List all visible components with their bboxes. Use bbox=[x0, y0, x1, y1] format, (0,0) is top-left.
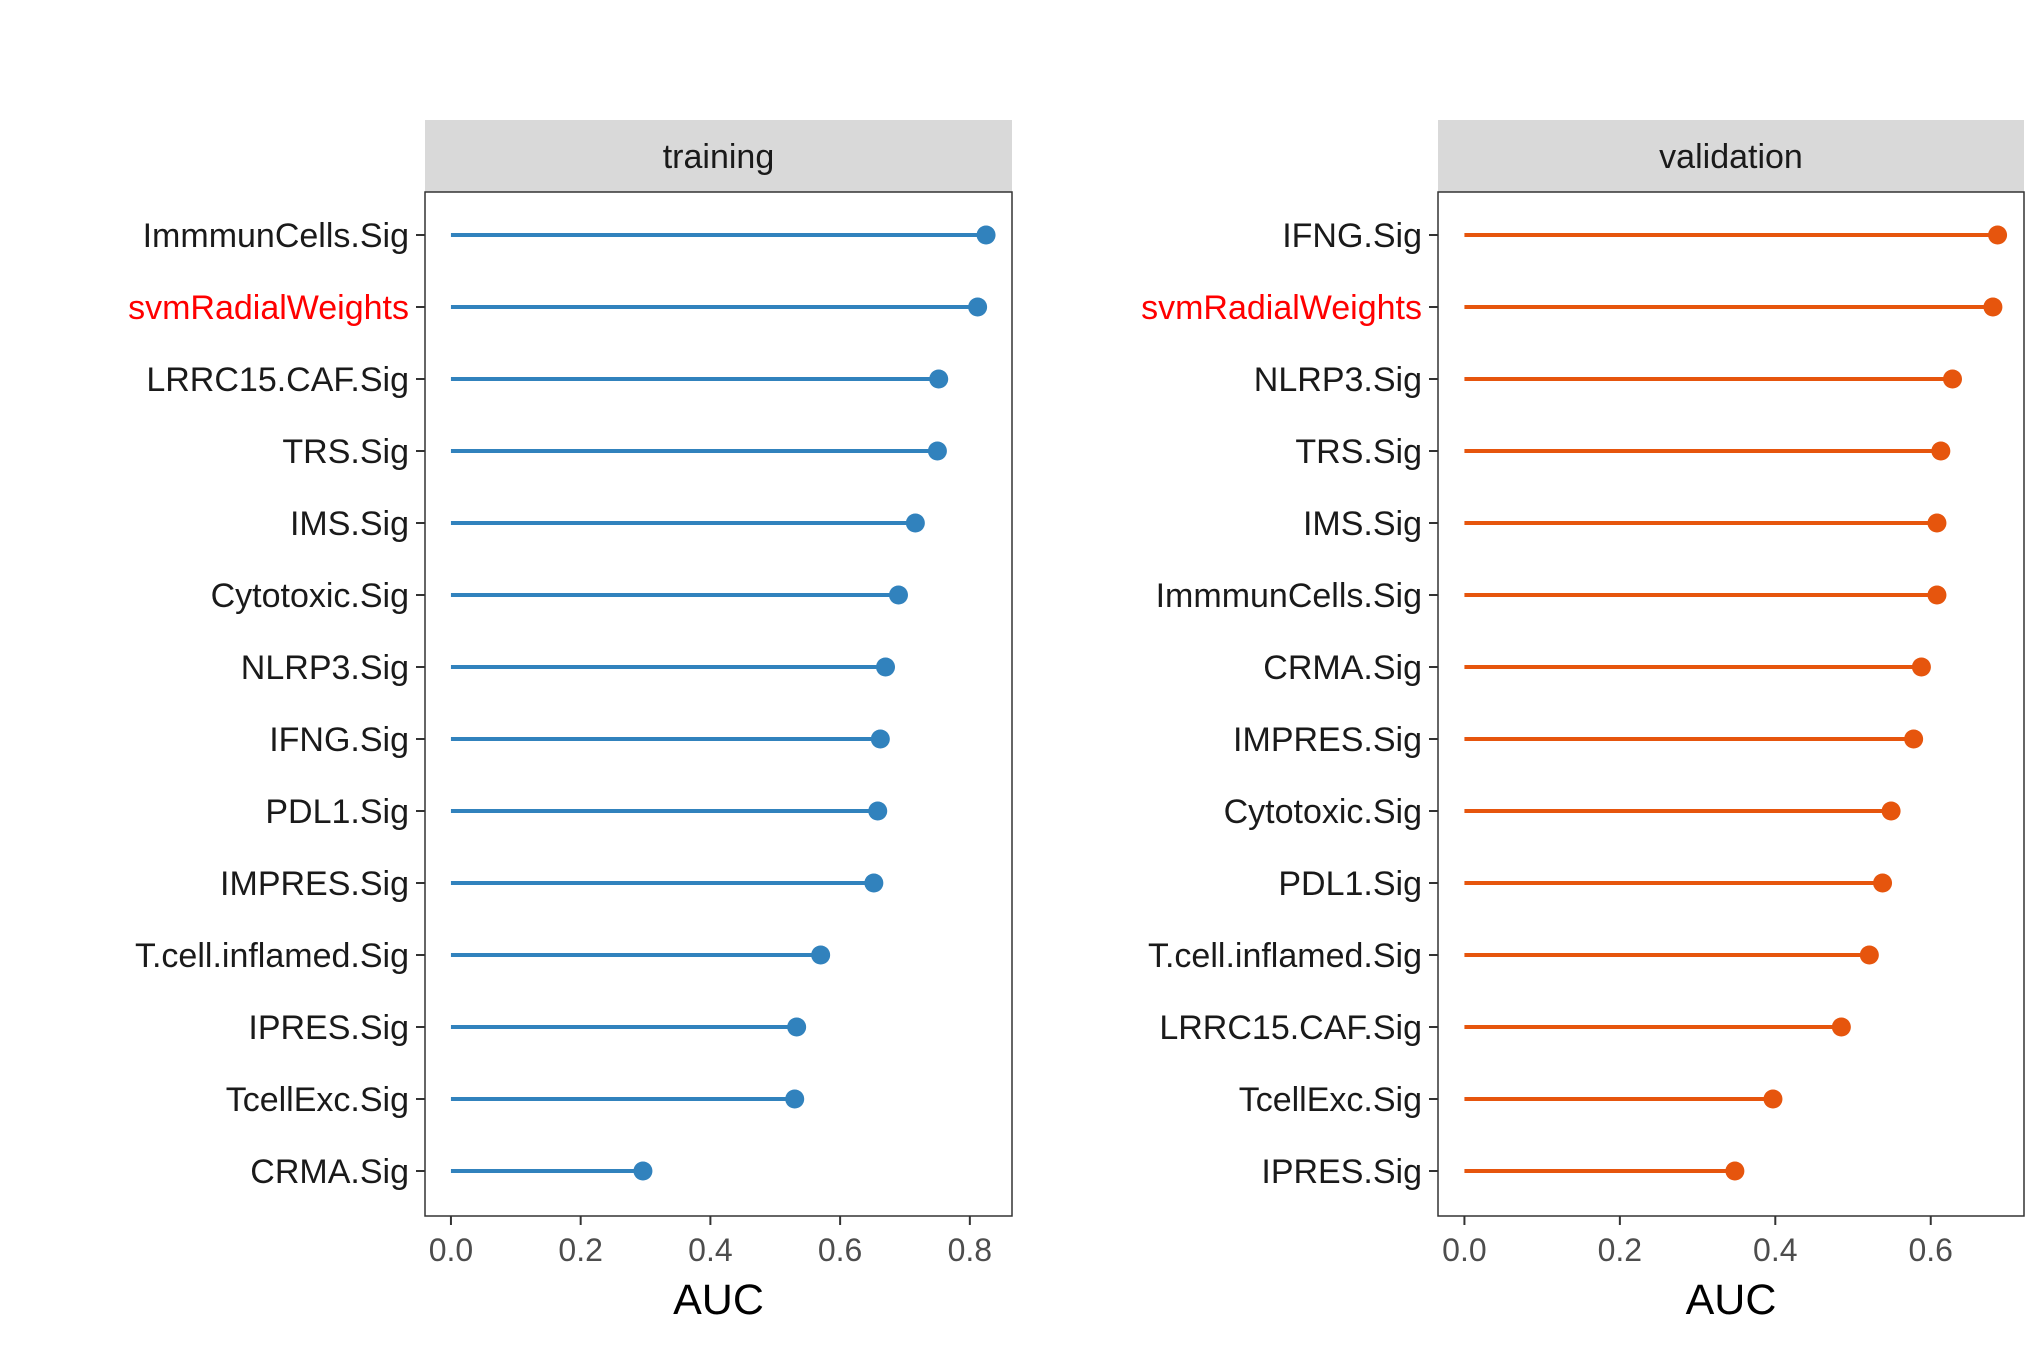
y-tick-label: svmRadialWeights bbox=[1141, 289, 1422, 327]
data-point bbox=[1859, 945, 1879, 965]
x-tick-label: 0.2 bbox=[1598, 1232, 1642, 1268]
data-point bbox=[1942, 369, 1962, 389]
data-point bbox=[868, 801, 888, 821]
y-tick-label: ImmmunCells.Sig bbox=[1156, 577, 1422, 615]
y-tick-label: NLRP3.Sig bbox=[241, 649, 409, 687]
y-tick-label: IMS.Sig bbox=[1303, 505, 1422, 543]
panel-training: training ImmmunCells.Sig svmRadialWeights L… bbox=[128, 120, 1013, 1324]
data-point bbox=[870, 729, 890, 749]
data-point bbox=[1873, 873, 1893, 893]
data-point bbox=[927, 441, 947, 461]
panel-border bbox=[424, 191, 1013, 1217]
y-tick-label: IMPRES.Sig bbox=[1233, 721, 1422, 759]
x-tick-label: 0.0 bbox=[1442, 1232, 1486, 1268]
data-point bbox=[1983, 297, 2003, 317]
y-tick-label: TcellExc.Sig bbox=[1239, 1081, 1422, 1119]
y-tick-label: TRS.Sig bbox=[282, 433, 409, 471]
data-point bbox=[1988, 225, 2008, 245]
data-point bbox=[785, 1089, 805, 1109]
data-point bbox=[1927, 585, 1947, 605]
panel-border bbox=[1437, 191, 2025, 1217]
data-point bbox=[1763, 1089, 1783, 1109]
y-tick-label: IMPRES.Sig bbox=[220, 865, 409, 903]
facet-strip-validation bbox=[1438, 120, 2024, 192]
data-point bbox=[876, 657, 896, 677]
x-tick-label: 0.2 bbox=[558, 1232, 602, 1268]
x-axis-title: AUC bbox=[1686, 1276, 1777, 1324]
data-point bbox=[1831, 1017, 1851, 1037]
y-tick-label: IFNG.Sig bbox=[269, 721, 409, 759]
data-point bbox=[929, 369, 949, 389]
y-tick-label: PDL1.Sig bbox=[265, 793, 409, 831]
data-point bbox=[1725, 1161, 1745, 1181]
data-point bbox=[888, 585, 908, 605]
y-tick-label: LRRC15.CAF.Sig bbox=[1159, 1009, 1422, 1047]
x-tick-label: 0.0 bbox=[429, 1232, 473, 1268]
y-tick-label: PDL1.Sig bbox=[1278, 865, 1422, 903]
facet-strip-label: validation bbox=[1659, 138, 1803, 176]
y-tick-label: CRMA.Sig bbox=[1263, 649, 1422, 687]
y-tick-label: IPRES.Sig bbox=[1261, 1153, 1422, 1191]
y-tick-label: LRRC15.CAF.Sig bbox=[146, 361, 409, 399]
y-tick-label: Cytotoxic.Sig bbox=[1224, 793, 1422, 831]
x-tick-label: 0.4 bbox=[1753, 1232, 1797, 1268]
data-point bbox=[787, 1017, 807, 1037]
y-tick-label: IPRES.Sig bbox=[248, 1009, 409, 1047]
x-tick-label: 0.8 bbox=[948, 1232, 992, 1268]
data-point bbox=[633, 1161, 653, 1181]
y-tick-label: svmRadialWeights bbox=[128, 289, 409, 327]
facet-strip-training bbox=[425, 120, 1012, 192]
y-tick-label: T.cell.inflamed.Sig bbox=[1148, 937, 1422, 975]
data-point bbox=[1911, 657, 1931, 677]
facet-strip-label: training bbox=[663, 138, 775, 176]
x-tick-label: 0.6 bbox=[1908, 1232, 1952, 1268]
y-tick-label: NLRP3.Sig bbox=[1254, 361, 1422, 399]
y-tick-label: T.cell.inflamed.Sig bbox=[135, 937, 409, 975]
y-tick-label: CRMA.Sig bbox=[250, 1153, 409, 1191]
y-tick-label: TRS.Sig bbox=[1295, 433, 1422, 471]
data-point bbox=[1904, 729, 1924, 749]
data-point bbox=[976, 225, 996, 245]
y-tick-label: IMS.Sig bbox=[290, 505, 409, 543]
data-point bbox=[905, 513, 925, 533]
y-tick-label: Cytotoxic.Sig bbox=[211, 577, 409, 615]
data-point bbox=[1931, 441, 1951, 461]
panel-validation: validation IFNG.Sig svmRadialWeights NLRP3.… bbox=[1141, 120, 2025, 1324]
data-point bbox=[1881, 801, 1901, 821]
x-axis-title: AUC bbox=[673, 1276, 764, 1324]
data-point bbox=[968, 297, 988, 317]
data-point bbox=[864, 873, 884, 893]
y-tick-label: IFNG.Sig bbox=[1282, 217, 1422, 255]
data-point bbox=[811, 945, 831, 965]
y-tick-label: ImmmunCells.Sig bbox=[143, 217, 409, 255]
data-point bbox=[1927, 513, 1947, 533]
x-tick-label: 0.4 bbox=[688, 1232, 732, 1268]
y-tick-label: TcellExc.Sig bbox=[226, 1081, 409, 1119]
x-tick-label: 0.6 bbox=[818, 1232, 862, 1268]
